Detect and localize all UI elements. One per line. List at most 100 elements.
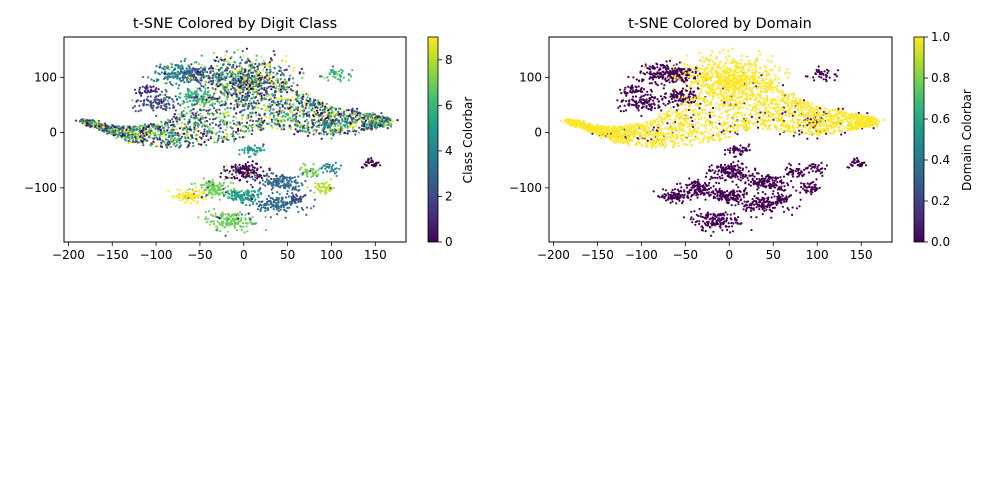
scatter-point bbox=[366, 117, 369, 120]
scatter-point bbox=[298, 168, 302, 171]
scatter-point bbox=[684, 97, 687, 100]
scatter-point bbox=[180, 132, 183, 135]
scatter-point bbox=[684, 77, 688, 81]
scatter-point bbox=[178, 73, 181, 76]
scatter-point bbox=[282, 88, 285, 91]
scatter-point bbox=[216, 139, 219, 142]
scatter-point bbox=[277, 87, 280, 90]
x-tick-label: −200 bbox=[52, 248, 85, 262]
scatter-point bbox=[389, 123, 392, 126]
scatter-point bbox=[188, 65, 191, 68]
scatter-point bbox=[211, 114, 214, 118]
scatter-point bbox=[296, 84, 299, 87]
scatter-point bbox=[188, 95, 191, 98]
scatter-point bbox=[207, 138, 210, 141]
scatter-point bbox=[357, 112, 360, 115]
scatter-point bbox=[143, 89, 146, 93]
scatter-point bbox=[288, 86, 291, 89]
scatter-point bbox=[226, 218, 229, 221]
scatter-point bbox=[180, 64, 183, 67]
scatter-point bbox=[164, 93, 167, 96]
scatter-point bbox=[261, 63, 264, 66]
scatter-point bbox=[291, 103, 294, 106]
scatter-point bbox=[302, 107, 305, 110]
scatter-point bbox=[652, 99, 655, 102]
scatter-point bbox=[322, 130, 325, 133]
scatter-point bbox=[227, 172, 230, 175]
scatter-point bbox=[154, 71, 157, 74]
scatter-point bbox=[247, 155, 250, 158]
scatter-point bbox=[235, 189, 238, 193]
scatter-point bbox=[214, 212, 217, 215]
scatter-point bbox=[204, 198, 207, 201]
scatter-point bbox=[337, 130, 340, 133]
scatter-point bbox=[310, 207, 313, 210]
scatter-point bbox=[328, 126, 331, 129]
scatter-point bbox=[253, 124, 256, 127]
scatter-point bbox=[230, 74, 233, 77]
scatter-point bbox=[160, 145, 164, 149]
scatter-point bbox=[279, 82, 282, 85]
scatter-point bbox=[159, 63, 162, 66]
scatter-point bbox=[280, 97, 283, 100]
scatter-point bbox=[296, 121, 299, 124]
scatter-point bbox=[280, 197, 283, 200]
scatter-point bbox=[252, 106, 255, 109]
scatter-point bbox=[239, 75, 242, 78]
scatter-point bbox=[201, 117, 204, 120]
scatter-point bbox=[229, 222, 233, 225]
scatter-point bbox=[211, 102, 215, 105]
scatter-point bbox=[200, 196, 203, 199]
scatter-point bbox=[671, 67, 674, 70]
scatter-point bbox=[101, 129, 104, 132]
scatter-point bbox=[253, 80, 256, 83]
scatter-point bbox=[160, 101, 163, 105]
scatter-point bbox=[142, 75, 145, 79]
scatter-point bbox=[204, 66, 207, 69]
scatter-point bbox=[296, 205, 299, 208]
scatter-point bbox=[283, 186, 286, 189]
scatter-point bbox=[273, 122, 276, 125]
scatter-point bbox=[374, 120, 377, 123]
scatter-point bbox=[233, 51, 236, 54]
scatter-point bbox=[182, 76, 185, 79]
scatter-point bbox=[365, 116, 368, 119]
scatter-point bbox=[192, 124, 196, 127]
scatter-point bbox=[176, 71, 180, 74]
scatter-point bbox=[118, 127, 121, 130]
scatter-point bbox=[320, 124, 323, 127]
scatter-point bbox=[691, 71, 694, 74]
scatter-point bbox=[231, 127, 234, 130]
scatter-point bbox=[257, 190, 260, 193]
scatter-point bbox=[142, 132, 145, 135]
scatter-point bbox=[274, 198, 277, 202]
scatter-point bbox=[129, 134, 132, 137]
scatter-point bbox=[323, 119, 326, 122]
scatter-point bbox=[326, 126, 329, 129]
scatter-point bbox=[217, 137, 220, 140]
scatter-point bbox=[230, 176, 233, 180]
scatter-point bbox=[168, 135, 171, 138]
scatter-point bbox=[257, 71, 260, 74]
scatter-point bbox=[232, 115, 235, 118]
scatter-point bbox=[334, 161, 337, 164]
scatter-point bbox=[194, 69, 198, 72]
scatter-point bbox=[664, 92, 667, 95]
scatter-point bbox=[252, 172, 255, 175]
scatter-point bbox=[107, 127, 110, 130]
scatter-point bbox=[175, 82, 178, 85]
scatter-point bbox=[369, 114, 372, 118]
scatter-point bbox=[152, 126, 155, 129]
scatter-point bbox=[173, 142, 176, 145]
scatter-point bbox=[244, 103, 247, 106]
scatter-point bbox=[192, 73, 195, 76]
scatter-point bbox=[230, 133, 233, 136]
scatter-point bbox=[239, 129, 242, 132]
scatter-point bbox=[367, 161, 370, 164]
scatter-point bbox=[278, 124, 281, 127]
scatter-point bbox=[178, 118, 181, 121]
scatter-point bbox=[152, 101, 155, 104]
scatter-point bbox=[132, 106, 135, 109]
scatter-point bbox=[224, 217, 227, 220]
scatter-point bbox=[248, 131, 251, 134]
